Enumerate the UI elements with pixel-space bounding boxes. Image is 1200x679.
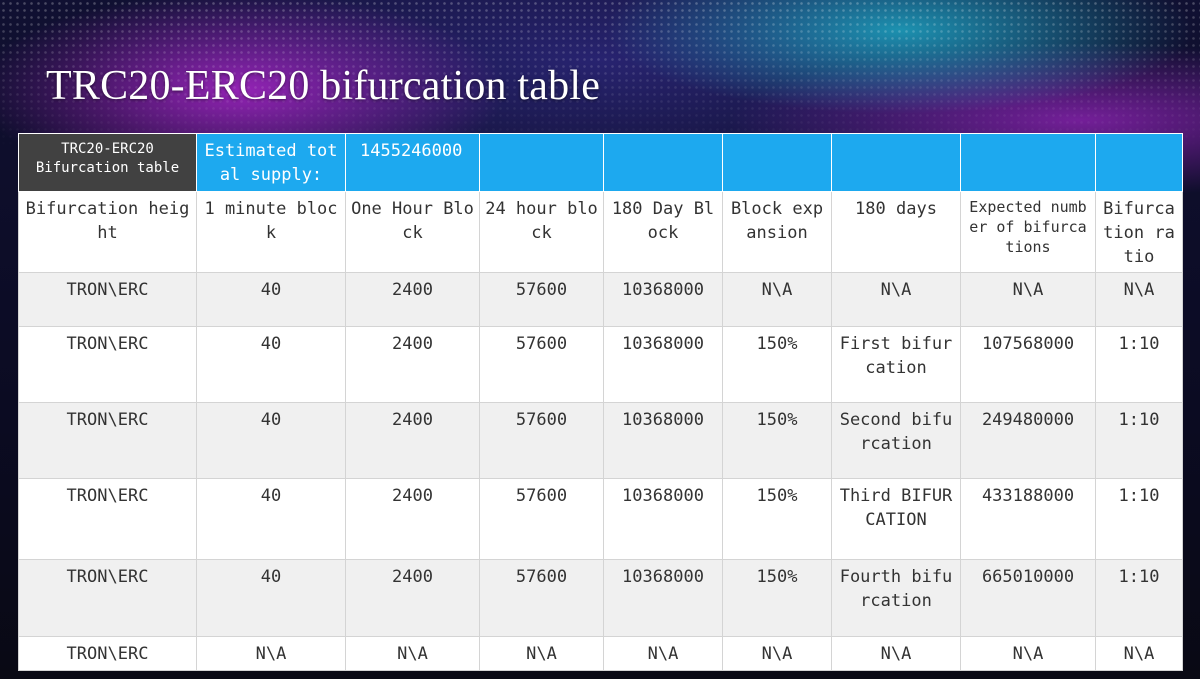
column-header: 24 hour block (479, 191, 604, 273)
table-cell: N\A (603, 636, 723, 671)
table-row: TRON\ERC 40 2400 57600 10368000 150% Fir… (18, 326, 1183, 403)
column-header: One Hour Block (345, 191, 480, 273)
table-cell: TRON\ERC (18, 636, 197, 671)
slide-title: TRC20-ERC20 bifurcation table (46, 63, 601, 109)
table-cell: N\A (196, 636, 346, 671)
table-cell: N\A (722, 636, 832, 671)
table-cell: 10368000 (603, 478, 723, 560)
table-cell: 40 (196, 478, 346, 560)
table-cell: 57600 (479, 402, 604, 479)
table-cell: N\A (960, 272, 1096, 327)
header-empty-cell (831, 133, 961, 192)
table-cell: 150% (722, 478, 832, 560)
table-cell: N\A (831, 636, 961, 671)
table-cell: N\A (1095, 272, 1183, 327)
table-cell: TRON\ERC (18, 402, 197, 479)
table-row: TRON\ERC 40 2400 57600 10368000 150% Thi… (18, 478, 1183, 560)
column-header: Bifurcation ratio (1095, 191, 1183, 273)
table-cell: TRON\ERC (18, 559, 197, 637)
table-cell: N\A (479, 636, 604, 671)
table-cell: 10368000 (603, 272, 723, 327)
table-cell: 2400 (345, 326, 480, 403)
table-cell: 150% (722, 559, 832, 637)
table-cell: 665010000 (960, 559, 1096, 637)
table-cell: 57600 (479, 478, 604, 560)
column-header: Block expansion (722, 191, 832, 273)
corner-label-line1: TRC20-ERC20 (61, 141, 154, 157)
column-header: 180 Day Block (603, 191, 723, 273)
table-cell: Fourth bifurcation (831, 559, 961, 637)
table-cell: First bifurcation (831, 326, 961, 403)
table-cell: 10368000 (603, 326, 723, 403)
table-cell: Third BIFURCATION (831, 478, 961, 560)
header-empty-cell (1095, 133, 1183, 192)
table-cell: 2400 (345, 559, 480, 637)
table-cell: 40 (196, 272, 346, 327)
header-empty-cell (722, 133, 832, 192)
table-row: TRON\ERC 40 2400 57600 10368000 N\A N\A … (18, 272, 1183, 327)
table-row: TRON\ERC 40 2400 57600 10368000 150% Fou… (18, 559, 1183, 637)
table-cell: 57600 (479, 326, 604, 403)
table-cell: N\A (722, 272, 832, 327)
table-row: TRON\ERC 40 2400 57600 10368000 150% Sec… (18, 402, 1183, 479)
table-cell: N\A (960, 636, 1096, 671)
table-cell: N\A (831, 272, 961, 327)
table-header-row: TRC20-ERC20 Bifurcation table Estimated … (18, 133, 1183, 192)
column-header: Expected number of bifurcations (960, 191, 1096, 273)
table-cell: TRON\ERC (18, 478, 197, 560)
bifurcation-table: TRC20-ERC20 Bifurcation table Estimated … (18, 133, 1183, 671)
table-cell: 10368000 (603, 402, 723, 479)
table-cell: 107568000 (960, 326, 1096, 403)
table-cell: TRON\ERC (18, 272, 197, 327)
table-row: TRON\ERC N\A N\A N\A N\A N\A N\A N\A N\A (18, 636, 1183, 671)
corner-cell: TRC20-ERC20 Bifurcation table (18, 133, 197, 192)
table-cell: N\A (345, 636, 480, 671)
table-cell: 40 (196, 402, 346, 479)
table-cell: 1:10 (1095, 326, 1183, 403)
table-cell: 433188000 (960, 478, 1096, 560)
table-cell: 2400 (345, 478, 480, 560)
column-header: Bifurcation height (18, 191, 197, 273)
header-empty-cell (603, 133, 723, 192)
table-cell: TRON\ERC (18, 326, 197, 403)
estimated-supply-value: 1455246000 (345, 133, 480, 192)
table-cell: 40 (196, 326, 346, 403)
column-header: 180 days (831, 191, 961, 273)
table-cell: 150% (722, 402, 832, 479)
column-header: 1 minute block (196, 191, 346, 273)
header-empty-cell (479, 133, 604, 192)
table-cell: Second bifurcation (831, 402, 961, 479)
estimated-supply-label: Estimated total supply: (196, 133, 346, 192)
table-cell: N\A (1095, 636, 1183, 671)
table-cell: 1:10 (1095, 478, 1183, 560)
table-cell: 2400 (345, 402, 480, 479)
header-empty-cell (960, 133, 1096, 192)
table-cell: 1:10 (1095, 559, 1183, 637)
corner-label-line2: Bifurcation table (35, 160, 180, 176)
column-header-row: Bifurcation height 1 minute block One Ho… (18, 191, 1183, 273)
table-cell: 57600 (479, 272, 604, 327)
table-cell: 2400 (345, 272, 480, 327)
table-cell: 150% (722, 326, 832, 403)
table-cell: 40 (196, 559, 346, 637)
table-cell: 57600 (479, 559, 604, 637)
table-cell: 249480000 (960, 402, 1096, 479)
table-cell: 10368000 (603, 559, 723, 637)
table-cell: 1:10 (1095, 402, 1183, 479)
